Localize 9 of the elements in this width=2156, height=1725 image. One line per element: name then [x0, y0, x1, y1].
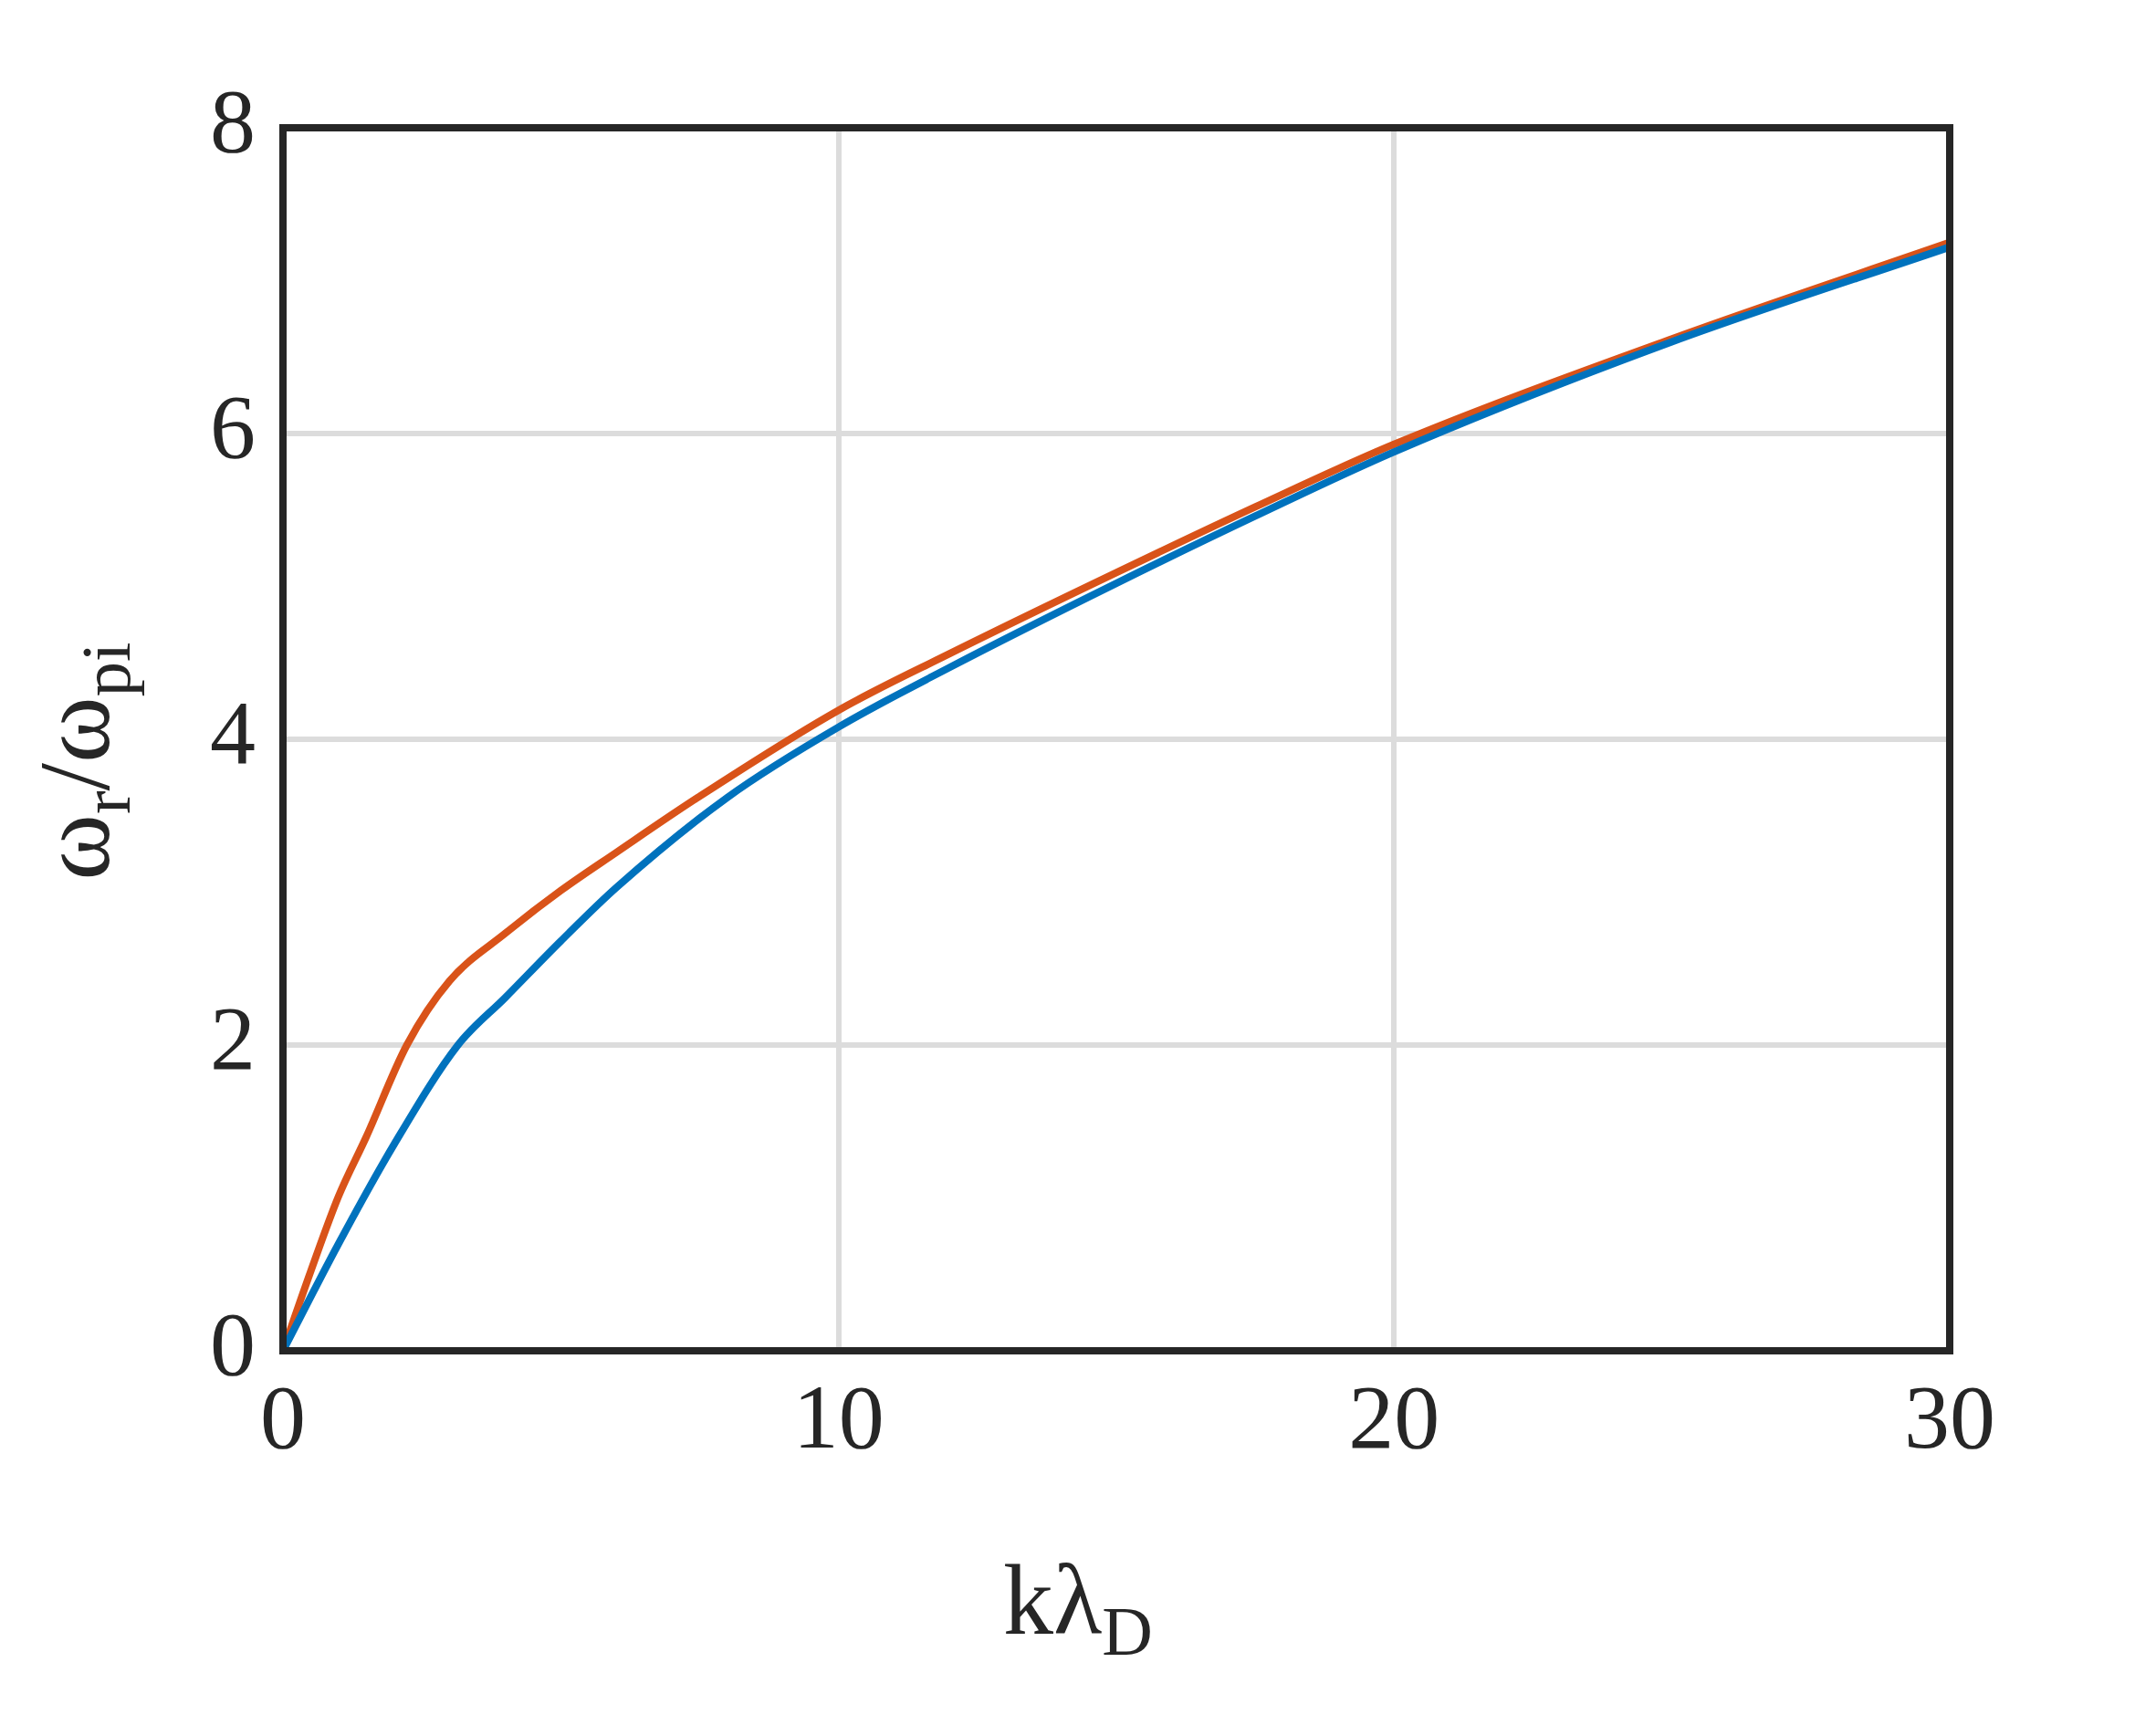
x-tick-label: 20	[1348, 1366, 1440, 1469]
x-axis-title: kλ$_{D}$	[1002, 1543, 1154, 1672]
x-tick-label: 30	[1904, 1366, 1995, 1469]
x-tick-label: 10	[792, 1366, 884, 1469]
y-tick-label: 4	[210, 682, 256, 784]
y-tick-label: 2	[210, 988, 256, 1090]
y-tick-label: 0	[210, 1293, 256, 1396]
y-tick-label: 6	[210, 376, 256, 478]
y-tick-label: 8	[210, 70, 256, 172]
